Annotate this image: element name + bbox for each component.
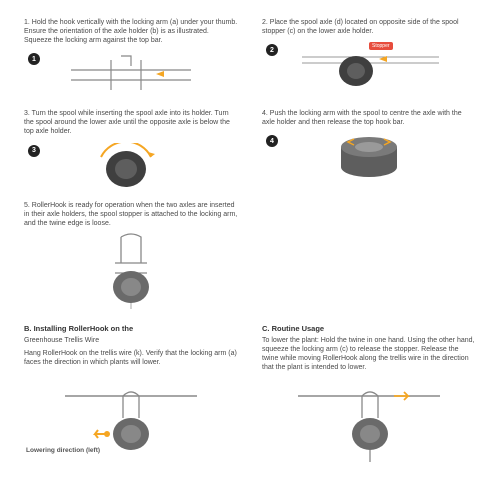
step-3: 3. Turn the spool while inserting the sp…: [24, 109, 238, 192]
assembled-icon: [81, 233, 181, 309]
section-c: C. Routine Usage To lower the plant: Hol…: [262, 318, 476, 376]
step-3-badge: 3: [28, 145, 40, 157]
step-5: 5. RollerHook is ready for operation whe…: [24, 201, 238, 310]
spool-insert-icon: [294, 43, 444, 89]
section-b-image: Lowering direction (left): [24, 384, 238, 462]
step-3-text: 3. Turn the spool while inserting the sp…: [24, 109, 238, 136]
instruction-sheet: 1. Hold the hook vertically with the loc…: [0, 0, 500, 480]
row-5: Lowering direction (left): [24, 384, 476, 462]
lowering-direction-label: Lowering direction (left): [26, 447, 100, 454]
spool-push-icon: [314, 133, 424, 181]
step-4-image: 4: [262, 131, 476, 183]
section-b-subtitle: Greenhouse Trellis Wire: [24, 336, 238, 345]
section-b-image-col: Lowering direction (left): [24, 384, 238, 462]
row-2: 3. Turn the spool while inserting the sp…: [24, 109, 476, 192]
section-b: B. Installing RollerHook on the Greenhou…: [24, 318, 238, 376]
step-1-text: 1. Hold the hook vertically with the loc…: [24, 18, 238, 45]
step-2-image: 2 Stopper: [262, 40, 476, 92]
stopper-label: Stopper: [369, 42, 393, 50]
step-5-text: 5. RollerHook is ready for operation whe…: [24, 201, 238, 228]
row-3: 5. RollerHook is ready for operation whe…: [24, 201, 476, 310]
row-4: B. Installing RollerHook on the Greenhou…: [24, 318, 476, 376]
section-c-text: To lower the plant: Hold the twine in on…: [262, 336, 476, 372]
section-c-title: C. Routine Usage: [262, 324, 476, 333]
section-b-title: B. Installing RollerHook on the: [24, 324, 238, 333]
usage-icon: [294, 384, 444, 462]
step-4: 4. Push the locking arm with the spool t…: [262, 109, 476, 192]
step-4-badge: 4: [266, 135, 278, 147]
hook-diagram-icon: [61, 52, 201, 98]
section-b-text: Hang RollerHook on the trellis wire (k).…: [24, 349, 238, 367]
step-2-text: 2. Place the spool axle (d) located on o…: [262, 18, 476, 36]
step-3-image: 3: [24, 141, 238, 193]
section-c-image-col: [262, 384, 476, 462]
step-1: 1. Hold the hook vertically with the loc…: [24, 18, 238, 101]
section-c-image: [262, 384, 476, 462]
spool-turn-icon: [71, 143, 191, 191]
step-5-spacer: [262, 201, 476, 310]
row-1: 1. Hold the hook vertically with the loc…: [24, 18, 476, 101]
step-2: 2. Place the spool axle (d) located on o…: [262, 18, 476, 101]
step-1-image: 1: [24, 49, 238, 101]
step-1-badge: 1: [28, 53, 40, 65]
step-2-badge: 2: [266, 44, 278, 56]
step-4-text: 4. Push the locking arm with the spool t…: [262, 109, 476, 127]
step-5-image: [24, 232, 238, 310]
